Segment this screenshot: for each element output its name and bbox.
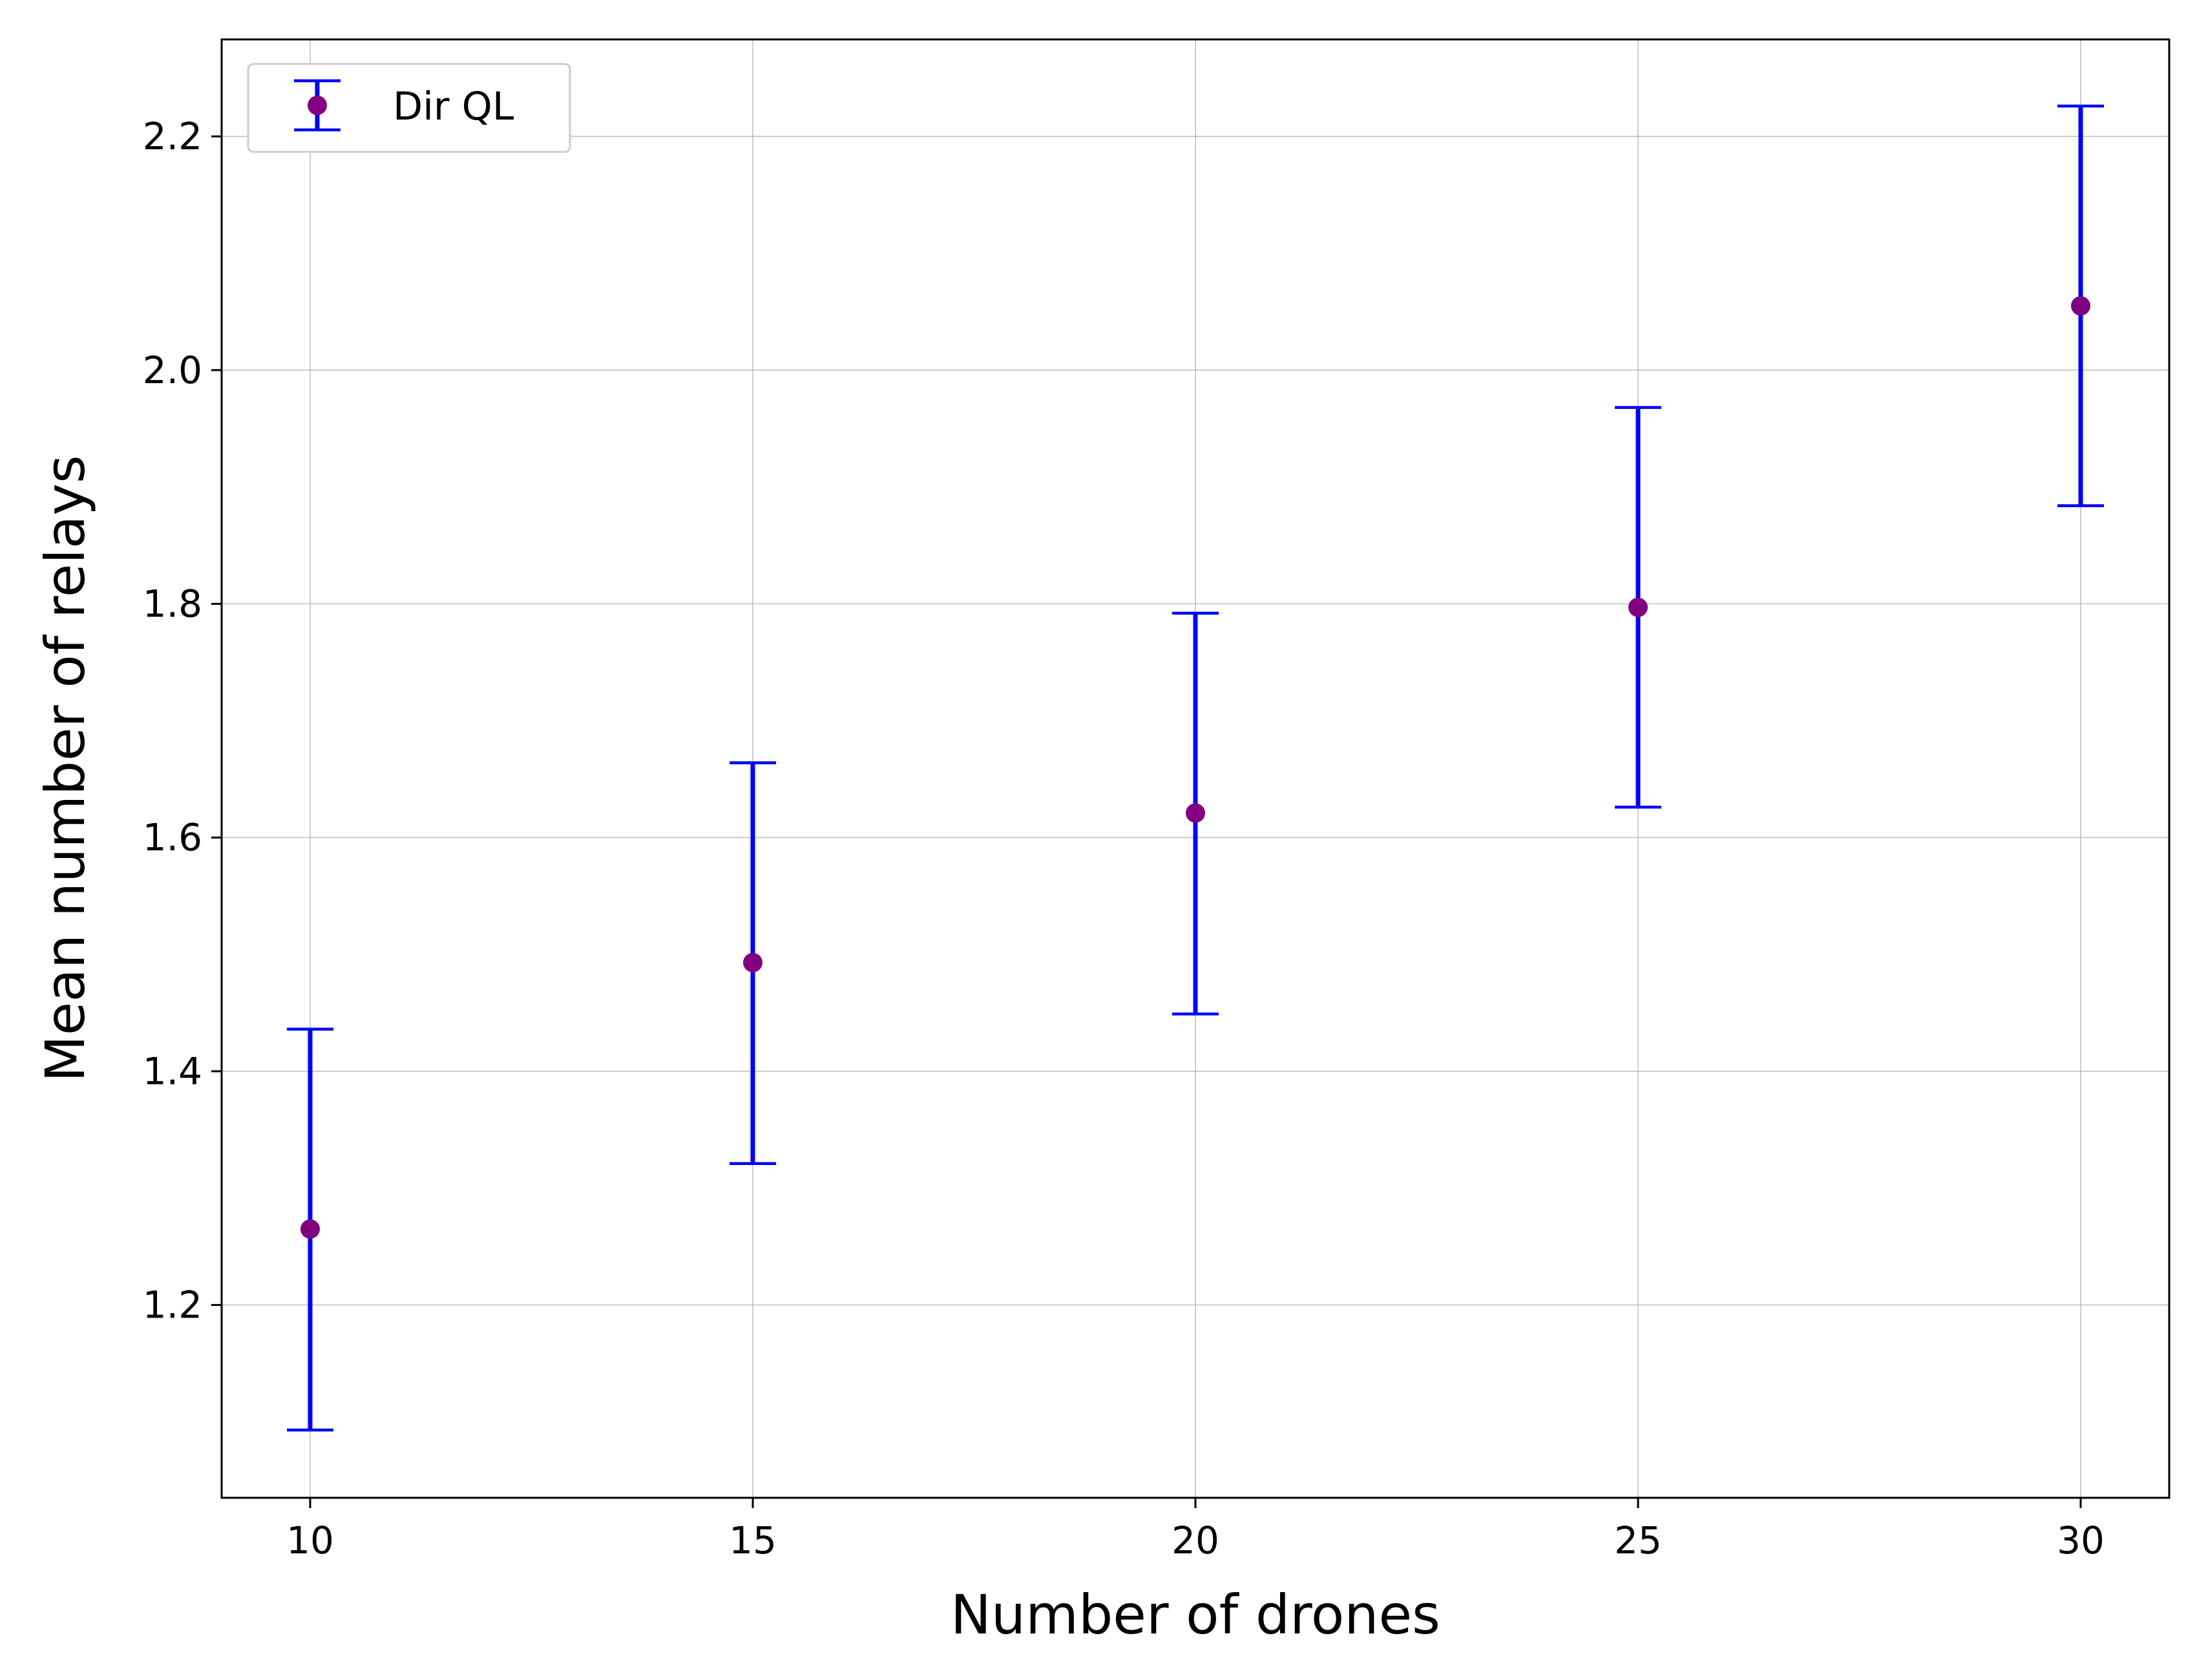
y-tick-label: 1.2 xyxy=(143,1283,202,1327)
y-tick-label: 1.8 xyxy=(143,582,202,626)
data-point xyxy=(1628,597,1648,617)
data-point xyxy=(2071,296,2090,316)
legend-label: Dir QL xyxy=(393,84,514,129)
y-tick-label: 1.6 xyxy=(143,815,202,859)
y-axis-label: Mean number of relays xyxy=(34,455,97,1082)
x-axis-ticks: 10 15 20 25 30 xyxy=(286,1498,2105,1562)
legend: Dir QL xyxy=(247,63,571,153)
x-tick-label: 30 xyxy=(2057,1518,2105,1562)
x-tick-label: 10 xyxy=(286,1518,334,1562)
x-tick-label: 20 xyxy=(1172,1518,1219,1562)
y-tick-label: 2.0 xyxy=(143,348,202,392)
y-tick-label: 1.4 xyxy=(143,1049,202,1093)
data-points xyxy=(300,296,2090,1239)
x-axis-label: Number of drones xyxy=(951,1583,1440,1646)
y-tick-label: 2.2 xyxy=(143,114,202,158)
legend-swatch xyxy=(294,79,341,132)
data-point xyxy=(1186,803,1205,823)
legend-marker xyxy=(308,96,327,115)
data-point xyxy=(743,952,762,972)
y-axis-ticks: 1.2 1.4 1.6 1.8 2.0 2.2 xyxy=(143,114,222,1327)
x-tick-label: 15 xyxy=(729,1518,777,1562)
x-tick-label: 25 xyxy=(1614,1518,1662,1562)
data-point xyxy=(300,1219,320,1239)
